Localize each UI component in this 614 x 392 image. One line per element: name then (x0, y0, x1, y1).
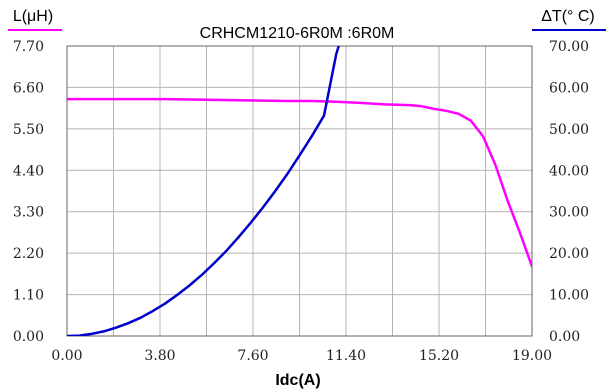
y-left-tick-label: 5.50 (13, 122, 44, 138)
y-right-tick-label: 60.00 (549, 80, 589, 96)
y-left-tick-label: 6.60 (13, 80, 44, 96)
right-axis-label: ΔT(° C) (541, 8, 595, 25)
tick-labels: 0.00 3.80 7.60 11.40 15.20 19.00 0.00 1.10 2.20 3… (13, 39, 589, 364)
y-left-tick-label: 4.40 (13, 163, 44, 179)
y-left-tick-label: 7.70 (13, 39, 44, 55)
x-tick-label: 0.00 (51, 348, 82, 364)
grid-lines (67, 46, 532, 336)
y-right-tick-label: 50.00 (549, 122, 589, 138)
x-tick-label: 11.40 (326, 348, 366, 364)
x-axis-label: Idc(A) (275, 372, 320, 389)
x-tick-label: 7.60 (237, 348, 268, 364)
left-axis-label: L(μH) (13, 8, 53, 25)
y-left-tick-label: 1.10 (13, 288, 44, 304)
x-tick-label: 15.20 (419, 348, 459, 364)
series-lines (67, 46, 532, 336)
y-right-tick-label: 10.00 (549, 288, 589, 304)
plot-frame (66, 45, 533, 337)
y-left-tick-label: 0.00 (13, 329, 44, 345)
inductance-line (67, 97, 532, 268)
chart-title: CRHCM1210-6R0M :6R0M (200, 25, 395, 42)
y-right-tick-label: 30.00 (549, 205, 589, 221)
y-left-tick-label: 2.20 (13, 246, 44, 262)
y-right-tick-label: 40.00 (549, 163, 589, 179)
x-tick-label: 3.80 (144, 348, 175, 364)
y-right-tick-label: 0.00 (549, 329, 580, 345)
y-left-tick-label: 3.30 (13, 205, 44, 221)
y-right-tick-label: 70.00 (549, 39, 589, 55)
y-right-tick-label: 20.00 (549, 246, 589, 262)
x-tick-label: 19.00 (512, 348, 552, 364)
temperature-rise-line (67, 46, 340, 336)
